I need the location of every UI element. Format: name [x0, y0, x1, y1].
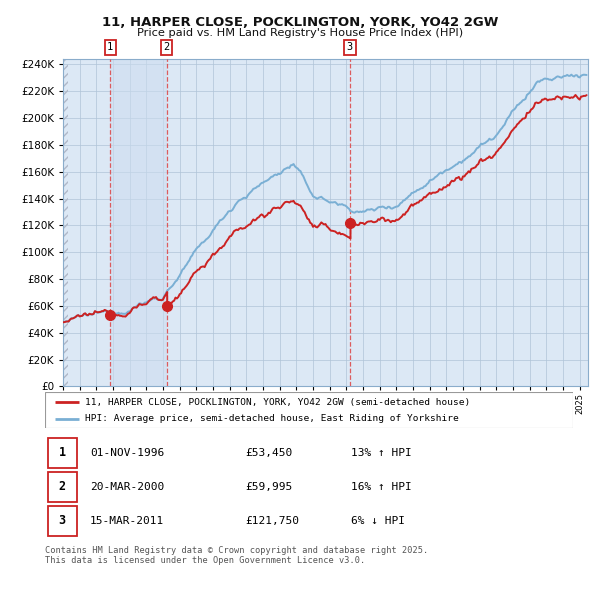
- Text: Price paid vs. HM Land Registry's House Price Index (HPI): Price paid vs. HM Land Registry's House …: [137, 28, 463, 38]
- Bar: [47, 438, 77, 468]
- Bar: [110, 59, 167, 386]
- Text: 20-MAR-2000: 20-MAR-2000: [90, 482, 164, 491]
- Text: 15-MAR-2011: 15-MAR-2011: [90, 516, 164, 526]
- Bar: [47, 506, 77, 536]
- Text: 2: 2: [59, 480, 66, 493]
- Text: 1: 1: [107, 42, 113, 53]
- Text: HPI: Average price, semi-detached house, East Riding of Yorkshire: HPI: Average price, semi-detached house,…: [85, 414, 458, 424]
- Bar: [47, 472, 77, 501]
- Text: 2: 2: [164, 42, 170, 53]
- Text: £59,995: £59,995: [245, 482, 293, 491]
- Text: 1: 1: [59, 446, 66, 459]
- Text: 13% ↑ HPI: 13% ↑ HPI: [351, 448, 412, 458]
- Text: 16% ↑ HPI: 16% ↑ HPI: [351, 482, 412, 491]
- Text: Contains HM Land Registry data © Crown copyright and database right 2025.
This d: Contains HM Land Registry data © Crown c…: [45, 546, 428, 565]
- Text: 11, HARPER CLOSE, POCKLINGTON, YORK, YO42 2GW: 11, HARPER CLOSE, POCKLINGTON, YORK, YO4…: [102, 16, 498, 29]
- Text: 6% ↓ HPI: 6% ↓ HPI: [351, 516, 405, 526]
- Text: 11, HARPER CLOSE, POCKLINGTON, YORK, YO42 2GW (semi-detached house): 11, HARPER CLOSE, POCKLINGTON, YORK, YO4…: [85, 398, 470, 407]
- Text: 3: 3: [59, 514, 66, 527]
- Text: 01-NOV-1996: 01-NOV-1996: [90, 448, 164, 458]
- Text: 3: 3: [347, 42, 353, 53]
- Text: £121,750: £121,750: [245, 516, 299, 526]
- Text: £53,450: £53,450: [245, 448, 293, 458]
